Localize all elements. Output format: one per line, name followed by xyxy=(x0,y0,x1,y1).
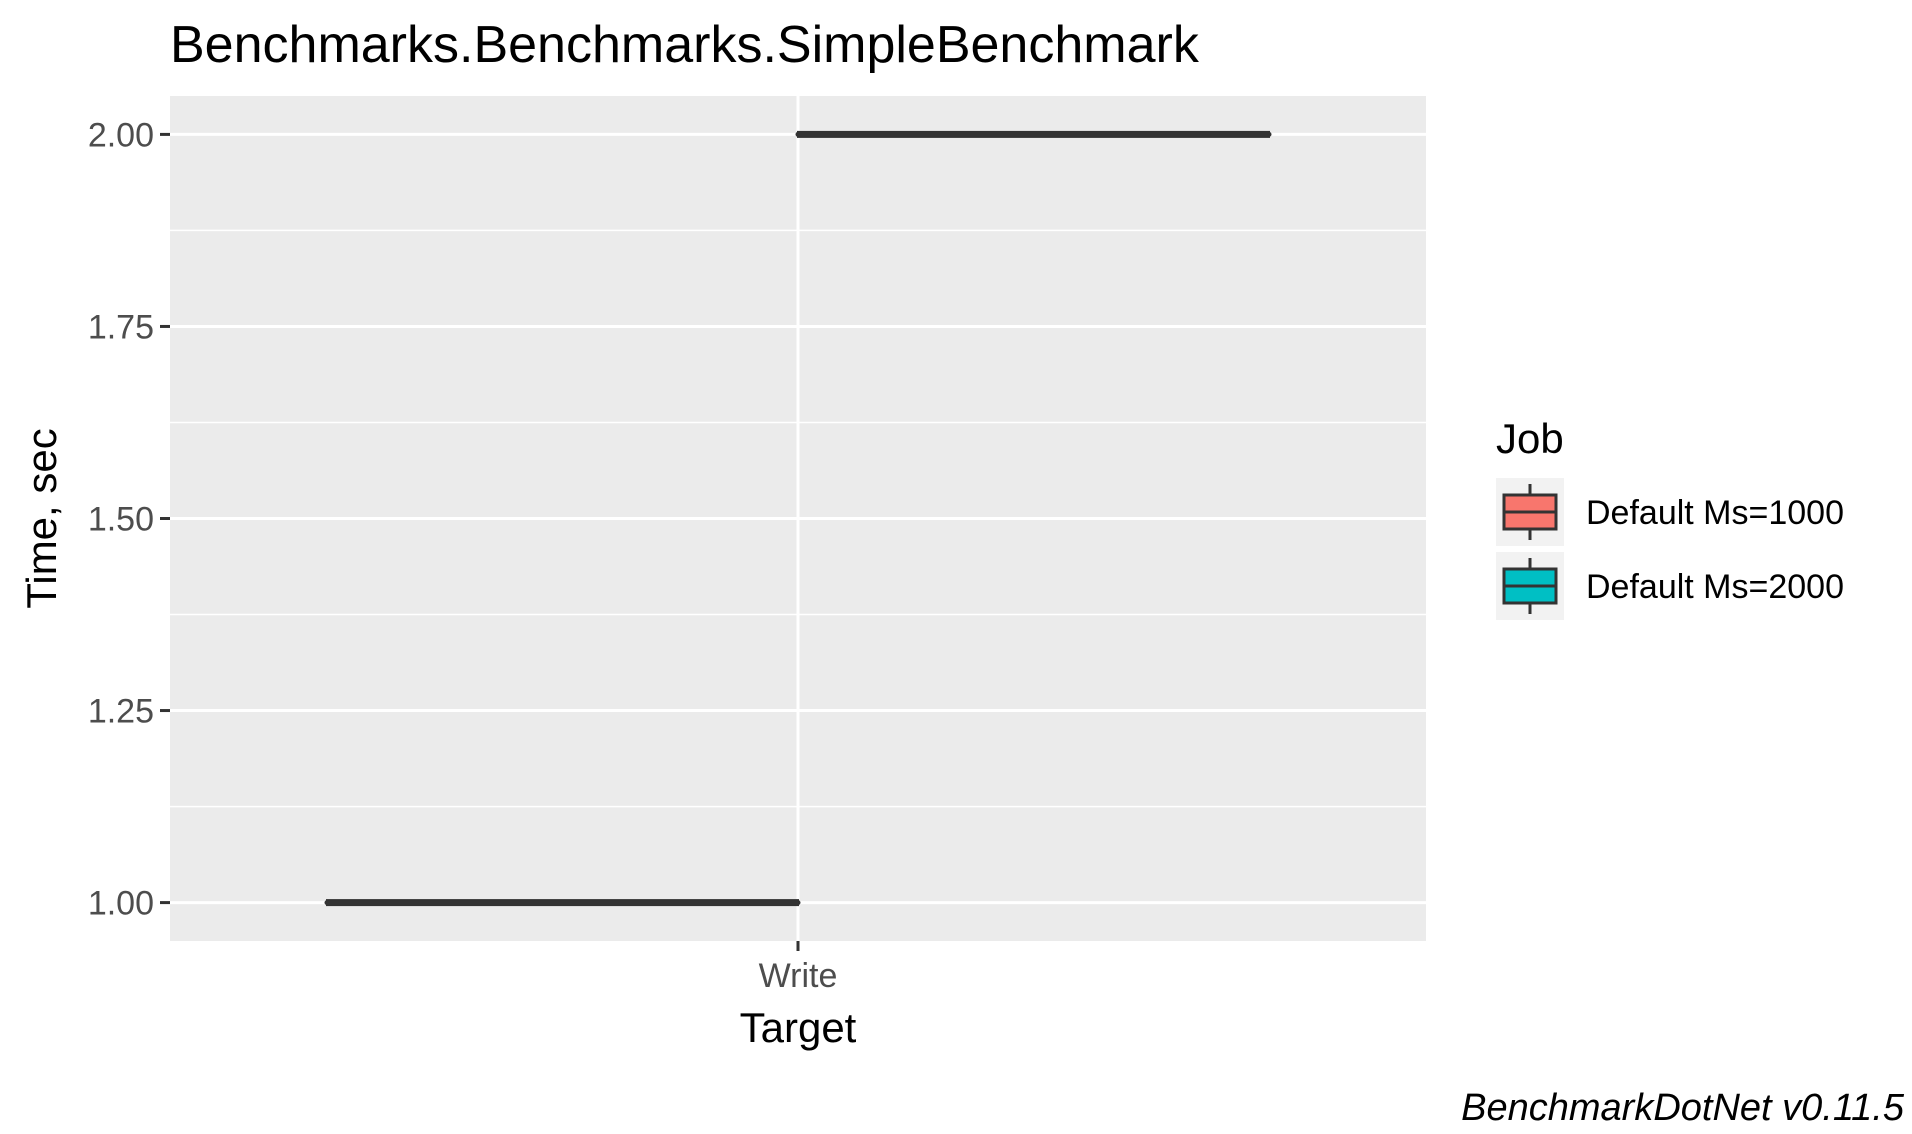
x-axis: Write xyxy=(759,941,838,995)
y-axis-title: Time, sec xyxy=(18,428,65,608)
boxplots xyxy=(324,130,1272,907)
y-tick-label: 2.00 xyxy=(88,116,154,154)
chart-title: Benchmarks.Benchmarks.SimpleBenchmark xyxy=(170,16,1200,74)
legend: Job Default Ms=1000 Default Ms=2000 xyxy=(1496,415,1844,620)
y-tick-label: 1.00 xyxy=(88,885,154,923)
y-tick-label: 1.75 xyxy=(88,308,154,346)
legend-label: Default Ms=1000 xyxy=(1586,494,1844,532)
legend-title: Job xyxy=(1496,415,1564,462)
y-tick-label: 1.50 xyxy=(88,501,154,539)
legend-label: Default Ms=2000 xyxy=(1586,568,1844,606)
caption: BenchmarkDotNet v0.11.5 xyxy=(1461,1087,1905,1129)
y-axis: 1.00 1.25 1.50 1.75 2.00 xyxy=(88,116,170,923)
legend-item: Default Ms=1000 xyxy=(1496,478,1844,546)
x-tick-label: Write xyxy=(759,957,838,995)
x-axis-title: Target xyxy=(740,1004,857,1051)
legend-item: Default Ms=2000 xyxy=(1496,552,1844,620)
y-tick-label: 1.25 xyxy=(88,693,154,731)
